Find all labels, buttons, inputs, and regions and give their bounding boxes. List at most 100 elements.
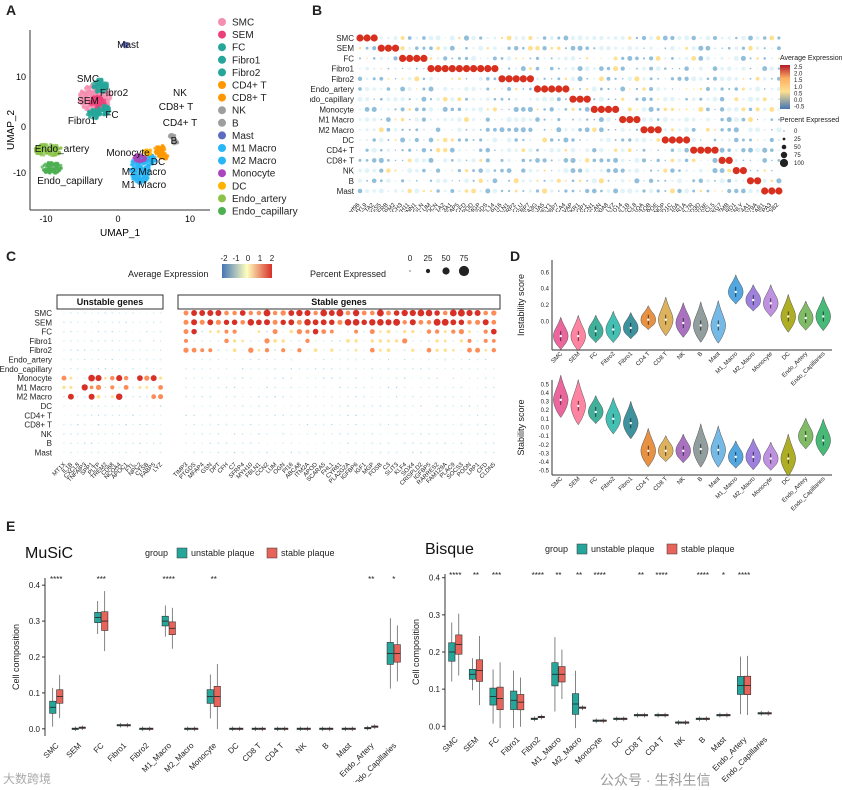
dotplot-dot <box>706 97 710 101</box>
dotplot-dot <box>365 159 369 162</box>
dotplot-dot <box>649 169 653 172</box>
dotplot-dot <box>579 57 581 60</box>
dotplot-dot <box>648 117 654 122</box>
c-dot <box>412 377 414 379</box>
dotplot-dot <box>599 45 604 51</box>
dotplot-dot <box>443 117 447 122</box>
dotplot-dot <box>543 118 546 121</box>
dotplot-dot <box>593 47 596 50</box>
c-dot <box>411 348 415 352</box>
umap-cell-point <box>93 100 97 104</box>
dotplot-dot <box>364 107 370 112</box>
dotplot-dot <box>590 105 598 113</box>
dotplot-dot <box>778 139 780 141</box>
dotplot-dot <box>535 56 540 61</box>
violin-ytick: 0.0 <box>541 426 550 432</box>
c-dot <box>354 348 358 352</box>
violin-median <box>577 334 580 338</box>
dotplot-dot <box>770 98 773 101</box>
dotplot-dot <box>521 35 526 41</box>
dotplot-dot <box>478 178 483 184</box>
c-dot <box>312 328 319 335</box>
c-dot <box>307 442 308 444</box>
dotplot-dot <box>670 148 675 152</box>
c-dot <box>247 319 255 326</box>
c-dot <box>411 432 414 436</box>
dotplot-dot <box>542 36 547 40</box>
c-dot <box>460 433 463 435</box>
c-dot <box>274 423 276 426</box>
c-dot <box>201 377 203 379</box>
c-dot <box>476 358 479 361</box>
c-dot <box>209 339 212 342</box>
c-dot <box>159 376 163 380</box>
dotplot-dot <box>719 107 725 112</box>
c-dot <box>444 368 446 370</box>
dotplot-dot <box>635 97 639 101</box>
c-dot <box>62 423 66 426</box>
dotplot-dot <box>699 36 703 40</box>
dotplot-dot <box>593 57 595 60</box>
umap-cell-point <box>85 93 89 97</box>
c-dot <box>411 329 415 334</box>
umap-cell-point <box>102 112 106 116</box>
c-dot <box>84 340 86 342</box>
c-dot <box>304 319 311 326</box>
dotplot-dot <box>478 76 483 81</box>
c-dot <box>152 312 155 314</box>
dotplot-dot <box>586 179 589 182</box>
size-legend-dot <box>780 151 788 159</box>
dotplot-dot <box>734 87 739 91</box>
dotplot-dot <box>678 67 681 70</box>
c-dot <box>217 405 219 407</box>
box-xtick: DC <box>226 741 241 756</box>
dotplot-dot <box>408 128 411 131</box>
c-dot <box>339 386 341 389</box>
dotplot-dot <box>734 46 739 51</box>
c-dot <box>62 321 66 324</box>
violin-xtick: Fibro1 <box>618 476 635 493</box>
c-dot <box>298 368 300 370</box>
dotplot-dot <box>549 107 554 112</box>
c-dot <box>329 329 334 334</box>
dotplot-dot <box>443 158 448 163</box>
dotplot-dot <box>549 96 554 102</box>
dotplot-dot <box>755 127 761 133</box>
c-dot <box>363 442 365 444</box>
dotplot-dot <box>494 159 496 162</box>
dotplot-dot <box>735 67 738 70</box>
c-dot <box>296 309 303 317</box>
c-dot <box>298 424 300 426</box>
box-ytick: 0.4 <box>29 581 41 590</box>
dotplot-dot <box>357 188 363 194</box>
umap-cell-point <box>41 148 46 152</box>
dotplot-dot <box>770 128 773 131</box>
dotplot-dot <box>486 46 490 50</box>
dotplot-dot <box>542 137 548 143</box>
dotplot-dot <box>614 128 617 131</box>
colorbar-tick: 2.5 <box>794 65 803 71</box>
c-dot <box>387 414 390 417</box>
dotplot-dot <box>742 98 745 101</box>
c-dot <box>452 386 455 389</box>
dotplot-dot <box>685 46 689 50</box>
c-dot <box>159 451 162 454</box>
c-dot <box>395 396 398 398</box>
dotplot-dot <box>401 179 405 183</box>
c-dot <box>273 386 277 389</box>
c-dot <box>69 311 72 315</box>
violin-ytick: 0.6 <box>541 270 550 276</box>
c-dot <box>274 414 276 417</box>
c-dot <box>69 349 73 352</box>
umap-cell-point <box>99 87 103 91</box>
c-dot <box>420 405 422 407</box>
c-gene-label: C3 <box>382 462 392 472</box>
dotplot-dot <box>678 108 681 111</box>
umap-cell-point <box>103 108 107 112</box>
c-dot <box>132 331 134 332</box>
dotplot-dot <box>379 36 383 40</box>
dotplot-dot <box>662 117 668 123</box>
dotplot-dot <box>629 88 631 90</box>
c-dot <box>125 395 128 398</box>
dotplot-dot <box>450 97 455 102</box>
